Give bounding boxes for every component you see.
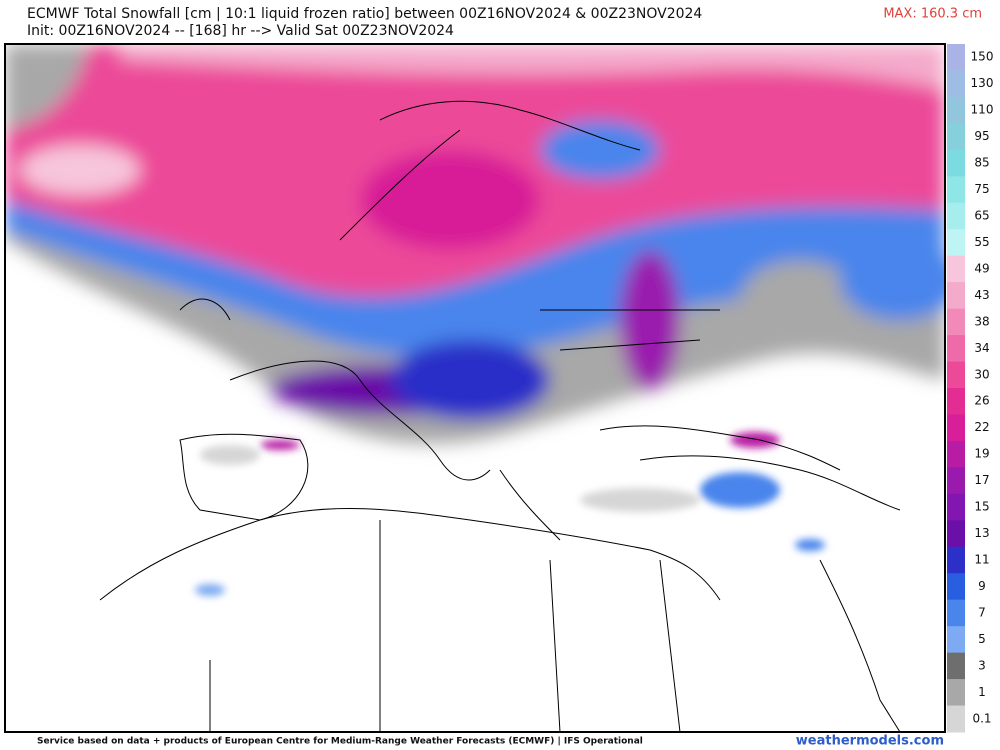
colorbar-label: 110: [971, 103, 994, 117]
colorbar-label: 3: [978, 658, 986, 672]
map: [5, 44, 945, 732]
colorbar-label: 9: [978, 579, 986, 593]
colorbar-swatch: [947, 599, 965, 627]
colorbar-swatch: [947, 493, 965, 521]
colorbar-swatch: [947, 96, 965, 124]
colorbar-swatch: [947, 255, 965, 283]
colorbar-swatch: [947, 679, 965, 707]
colorbar-label: 130: [971, 76, 994, 90]
coastlines: [99, 100, 901, 732]
colorbar-label: 38: [974, 314, 989, 328]
colorbar-swatch: [947, 149, 965, 177]
colorbar-swatch: [947, 520, 965, 548]
snowfall-field: [5, 44, 945, 444]
colorbar-swatch: [947, 229, 965, 257]
colorbar-swatch: [947, 70, 965, 98]
colorbar-swatch: [947, 44, 965, 71]
colorbar-swatch: [947, 388, 965, 415]
colorbar-label: 26: [974, 394, 989, 408]
colorbar-swatch: [947, 123, 965, 151]
colorbar-label: 5: [978, 632, 986, 646]
snowfall-patches: [195, 432, 825, 596]
subtitle: Init: 00Z16NOV2024 -- [168] hr --> Valid…: [27, 23, 454, 39]
colorbar-swatch: [947, 440, 965, 468]
colorbar-label: 34: [974, 341, 989, 355]
colorbar-label: 30: [974, 367, 989, 381]
title: ECMWF Total Snowfall [cm | 10:1 liquid f…: [27, 6, 702, 22]
colorbar-label: 7: [978, 605, 986, 619]
footer-credit: Service based on data + products of Euro…: [37, 737, 643, 747]
colorbar-label: 55: [974, 235, 989, 249]
colorbar-swatch: [947, 626, 965, 654]
colorbar-label: 85: [974, 156, 989, 170]
colorbar-label: 22: [974, 420, 989, 434]
colorbar-label: 95: [974, 129, 989, 143]
colorbar-label: 75: [974, 182, 989, 196]
colorbar: 1501301109585756555494338343026221917151…: [947, 44, 993, 733]
colorbar-swatch: [947, 573, 965, 601]
max-label: MAX: 160.3 cm: [883, 7, 982, 22]
colorbar-swatch: [947, 282, 965, 310]
colorbar-swatch: [947, 467, 965, 495]
colorbar-swatch: [947, 308, 965, 336]
colorbar-swatch: [947, 335, 965, 363]
colorbar-swatch: [947, 176, 965, 204]
colorbar-label: 65: [974, 209, 989, 223]
colorbar-swatch: [947, 652, 965, 680]
colorbar-label: 1: [978, 685, 986, 699]
map-frame: [4, 43, 946, 733]
site-watermark: weathermodels.com: [796, 734, 944, 749]
colorbar-swatch: [947, 361, 965, 389]
colorbar-label: 15: [974, 500, 989, 514]
colorbar-label: 11: [974, 553, 989, 567]
colorbar-label: 49: [974, 261, 989, 275]
colorbar-swatch: [947, 202, 965, 230]
colorbar-label: 150: [971, 50, 994, 64]
colorbar-swatch: [947, 546, 965, 574]
colorbar-label: 0.1: [972, 711, 991, 725]
colorbar-label: 43: [974, 288, 989, 302]
colorbar-label: 19: [974, 447, 989, 461]
colorbar-label: 17: [974, 473, 989, 487]
colorbar-swatch: [947, 705, 965, 733]
colorbar-label: 13: [974, 526, 989, 540]
colorbar-swatch: [947, 414, 965, 442]
